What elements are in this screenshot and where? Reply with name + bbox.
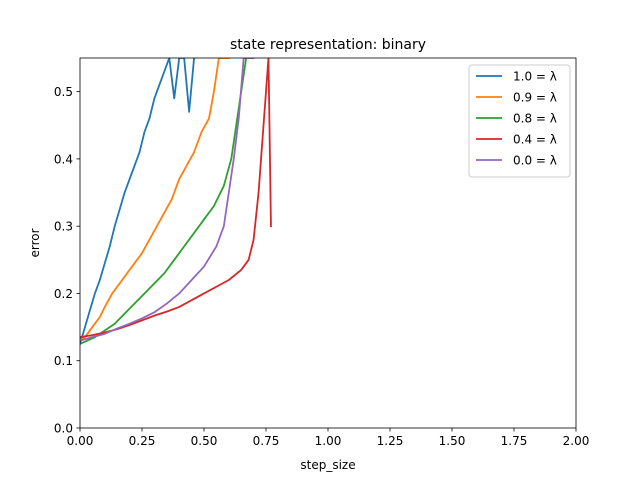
y-tick-label: 0.5 <box>54 85 73 99</box>
legend-frame <box>468 64 571 178</box>
y-tick-label: 0.1 <box>54 354 73 368</box>
ticks-layer: 0.00 0.25 0.50 0.75 1.00 1.25 1.50 1.75 2.00 0.0 0… <box>54 85 589 448</box>
y-tick-label: 0.0 <box>54 422 73 436</box>
x-tick-label: 1.50 <box>439 434 466 448</box>
series-line-0 <box>80 58 195 346</box>
legend-label: 0.8 = λ <box>513 112 557 126</box>
x-tick-label: 0.25 <box>129 434 156 448</box>
legend-label: 0.9 = λ <box>513 91 557 105</box>
x-tick-label: 0.00 <box>67 434 94 448</box>
y-axis-label: error <box>28 228 42 257</box>
series-line-4 <box>80 58 255 342</box>
chart-title: state representation: binary <box>230 37 426 53</box>
x-tick-label: 1.25 <box>377 434 404 448</box>
y-tick-label: 0.2 <box>54 287 73 301</box>
x-axis-label: step_size <box>300 458 355 472</box>
legend-label: 0.0 = λ <box>513 154 557 168</box>
series-line-2 <box>80 58 248 345</box>
series-line-1 <box>80 58 230 342</box>
x-tick-label: 0.50 <box>191 434 218 448</box>
x-tick-label: 2.00 <box>563 434 590 448</box>
legend-label: 0.4 = λ <box>513 133 557 147</box>
legend: 1.0 = λ 0.9 = λ 0.8 = λ 0.4 = λ 0.0 = λ <box>468 64 571 178</box>
x-tick-label: 1.75 <box>501 434 528 448</box>
y-tick-label: 0.3 <box>54 220 73 234</box>
legend-label: 1.0 = λ <box>513 70 557 84</box>
x-tick-label: 1.00 <box>315 434 342 448</box>
y-tick-label: 0.4 <box>54 152 73 166</box>
series-layer <box>80 58 272 346</box>
x-tick-label: 0.75 <box>253 434 280 448</box>
